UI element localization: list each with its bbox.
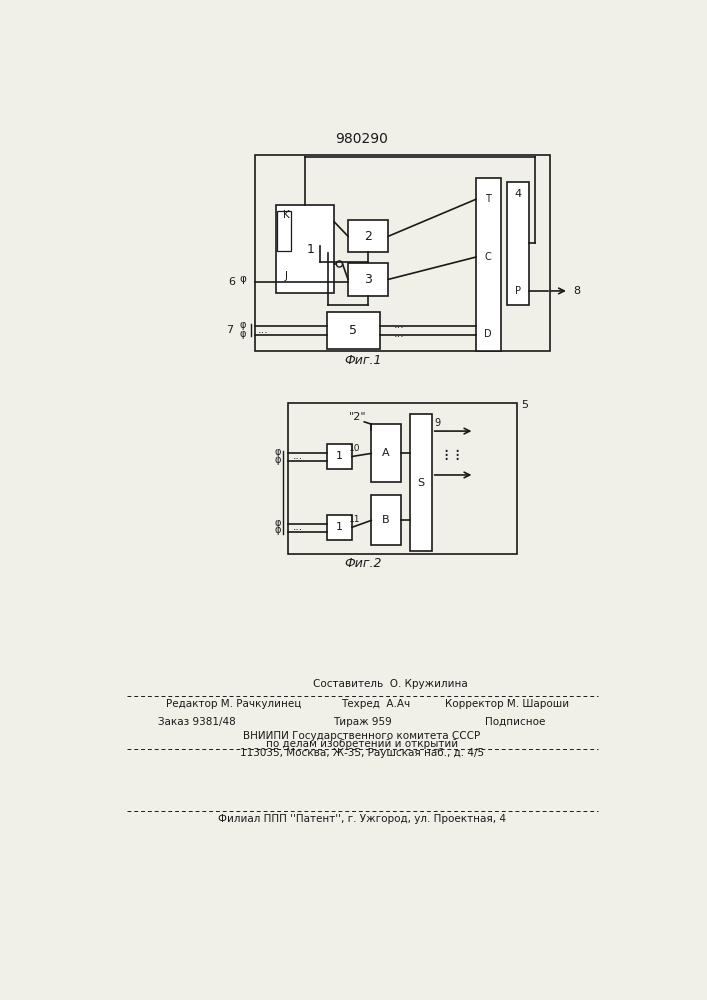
Text: B: B (382, 515, 390, 525)
Text: 9: 9 (435, 418, 441, 428)
Text: J: J (284, 271, 288, 281)
Bar (327, 515, 352, 540)
Text: Корректор М. Шароши: Корректор М. Шароши (445, 699, 569, 709)
Text: .: . (454, 446, 459, 464)
Text: T: T (485, 194, 491, 204)
Bar (410, 414, 432, 551)
Text: C: C (485, 252, 491, 262)
Text: 8: 8 (573, 286, 580, 296)
Text: φ: φ (240, 320, 246, 330)
Text: φ: φ (274, 455, 281, 465)
Text: 11: 11 (349, 515, 361, 524)
Text: Подписное: Подписное (485, 717, 546, 727)
Text: 1: 1 (336, 522, 343, 532)
Text: ...: ... (257, 325, 268, 335)
Text: φ: φ (239, 274, 246, 284)
Text: 1: 1 (336, 451, 343, 461)
Text: Фиг.2: Фиг.2 (345, 557, 382, 570)
Text: K: K (283, 210, 289, 220)
Text: ...: ... (293, 451, 303, 461)
Text: .: . (443, 446, 448, 464)
Text: по делам изобретений и открытий: по делам изобретений и открытий (266, 739, 458, 749)
Text: P: P (515, 286, 521, 296)
Text: φ: φ (274, 518, 281, 528)
Bar (327, 444, 352, 469)
Text: .: . (454, 442, 459, 460)
Text: Заказ 9381/48: Заказ 9381/48 (158, 717, 236, 727)
Text: Составитель  О. Кружилина: Составитель О. Кружилина (313, 679, 468, 689)
Text: 5: 5 (349, 324, 358, 337)
Text: φ: φ (274, 525, 281, 535)
Text: 1: 1 (307, 243, 315, 256)
Text: ВНИИПИ Государственного комитета СССР: ВНИИПИ Государственного комитета СССР (243, 731, 481, 741)
Text: 4: 4 (514, 189, 521, 199)
Text: 3: 3 (364, 273, 372, 286)
Text: 10: 10 (349, 444, 361, 453)
Text: 5: 5 (521, 400, 528, 410)
Text: D: D (484, 329, 492, 339)
Bar (348, 220, 388, 252)
Text: Филиал ППП ''Патент'', г. Ужгород, ул. Проектная, 4: Филиал ППП ''Патент'', г. Ужгород, ул. П… (218, 814, 506, 824)
Text: A: A (382, 448, 390, 458)
Text: φ: φ (240, 329, 246, 339)
Text: 980290: 980290 (336, 132, 388, 146)
Text: ...: ... (394, 320, 404, 330)
Text: "2": "2" (349, 412, 367, 422)
Text: Фиг.1: Фиг.1 (345, 354, 382, 367)
Text: .: . (443, 438, 448, 456)
Bar (507, 182, 529, 305)
Text: ...: ... (394, 329, 404, 339)
Text: Техред  А.Ач: Техред А.Ач (341, 699, 409, 709)
Text: 2: 2 (364, 230, 372, 243)
Text: 7: 7 (226, 325, 233, 335)
Bar (348, 263, 388, 296)
Text: φ: φ (274, 447, 281, 457)
Bar (288, 403, 517, 554)
Bar (371, 424, 401, 482)
Text: .: . (443, 442, 448, 460)
Text: Тираж 959: Тираж 959 (332, 717, 392, 727)
Text: .: . (454, 438, 459, 456)
Text: 6: 6 (228, 277, 235, 287)
Text: S: S (417, 478, 424, 488)
Bar (276, 205, 334, 293)
Bar (255, 155, 549, 351)
Text: ...: ... (293, 522, 303, 532)
Bar (476, 178, 501, 351)
Bar (371, 495, 401, 545)
Text: Редактор М. Рачкулинец: Редактор М. Рачкулинец (166, 699, 301, 709)
Bar (327, 312, 380, 349)
Text: 113035, Москва, Ж-35, Раушская наб., д. 4/5: 113035, Москва, Ж-35, Раушская наб., д. … (240, 748, 484, 758)
Bar (277, 211, 291, 251)
